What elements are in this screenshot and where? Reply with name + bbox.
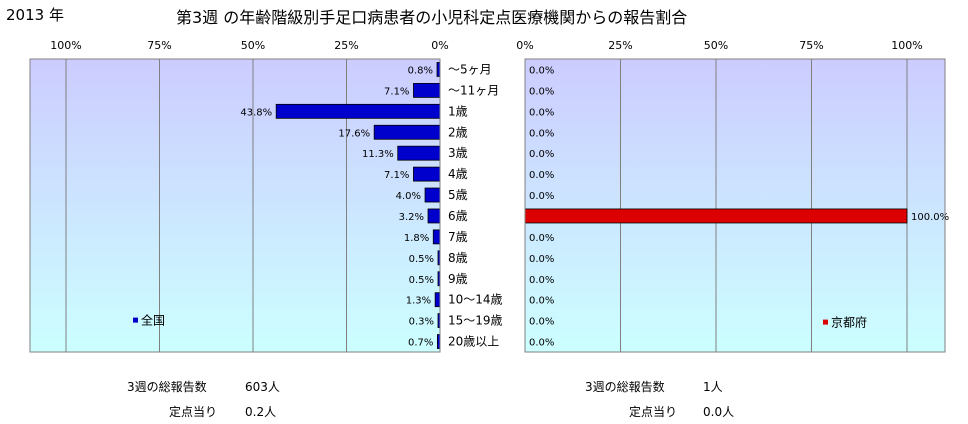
- national-bar: [413, 82, 441, 98]
- kyoto-per-label: 定点当り: [629, 405, 678, 419]
- national-data-label: 17.6%: [338, 128, 370, 139]
- category-label: 15～19歳: [448, 314, 503, 328]
- left-plot-area: [30, 59, 440, 352]
- kyoto-data-label: 0.0%: [529, 275, 554, 286]
- national-data-label: 1.3%: [406, 296, 431, 307]
- national-data-label: 4.0%: [396, 191, 421, 202]
- kyoto-data-label: 0.0%: [529, 149, 554, 160]
- national-total-label: 3週の総報告数: [127, 380, 207, 394]
- category-label: 10～14歳: [448, 293, 503, 307]
- national-data-label: 1.8%: [404, 233, 429, 244]
- kyoto-data-label: 0.0%: [529, 170, 554, 181]
- category-label: 3歳: [448, 146, 468, 160]
- kyoto-bar: [524, 208, 908, 224]
- category-label: ～5ヶ月: [448, 62, 492, 76]
- kyoto-data-label: 100.0%: [911, 212, 949, 223]
- kyoto-total-label: 3週の総報告数: [585, 380, 665, 394]
- kyoto-data-label: 0.0%: [529, 128, 554, 139]
- kyoto-data-label: 0.0%: [529, 86, 554, 97]
- national-legend-swatch: [133, 317, 138, 323]
- kyoto-per-value: 0.0人: [703, 405, 735, 419]
- national-data-label: 0.7%: [408, 338, 433, 349]
- category-label: 8歳: [448, 251, 468, 265]
- kyoto-data-label: 0.0%: [529, 317, 554, 328]
- national-bar: [397, 145, 441, 161]
- left-tick-label: 25%: [334, 39, 358, 52]
- category-label: 9歳: [448, 272, 468, 286]
- category-label: 6歳: [448, 209, 468, 223]
- chart-title: 第3週 の年齢階級別手足口病患者の小児科定点医療機関からの報告割合: [176, 8, 688, 27]
- national-data-label: 0.5%: [409, 254, 434, 265]
- category-label: 5歳: [448, 188, 468, 202]
- category-label: 7歳: [448, 230, 468, 244]
- national-bar: [427, 208, 441, 224]
- kyoto-data-label: 0.0%: [529, 191, 554, 202]
- national-bar: [275, 103, 441, 119]
- national-bar: [424, 187, 441, 203]
- left-tick-label: 100%: [50, 39, 81, 52]
- category-label: ～11ヶ月: [448, 83, 499, 97]
- national-data-label: 0.3%: [409, 317, 434, 328]
- kyoto-data-label: 0.0%: [529, 107, 554, 118]
- national-legend-label: 全国: [141, 313, 165, 328]
- national-per-value: 0.2人: [245, 405, 277, 419]
- right-tick-label: 75%: [799, 39, 823, 52]
- national-data-label: 0.8%: [408, 65, 433, 76]
- category-label: 4歳: [448, 167, 468, 181]
- right-tick-label: 50%: [704, 39, 728, 52]
- national-total-value: 603人: [245, 380, 280, 394]
- year-label: 2013 年: [6, 6, 64, 24]
- national-bar: [373, 124, 441, 140]
- left-tick-label: 75%: [147, 39, 171, 52]
- kyoto-legend-label: 京都府: [831, 315, 867, 330]
- kyoto-legend-swatch: [823, 319, 828, 325]
- left-tick-label: 50%: [241, 39, 265, 52]
- right-tick-label: 100%: [891, 39, 922, 52]
- national-data-label: 11.3%: [362, 149, 394, 160]
- category-label: 20歳以上: [448, 335, 499, 349]
- national-bar: [413, 166, 441, 182]
- national-data-label: 43.8%: [240, 107, 272, 118]
- right-tick-label: 25%: [608, 39, 632, 52]
- national-bar: [434, 292, 441, 308]
- kyoto-data-label: 0.0%: [529, 338, 554, 349]
- kyoto-data-label: 0.0%: [529, 296, 554, 307]
- left-tick-label: 0%: [431, 39, 448, 52]
- national-data-label: 7.1%: [384, 170, 409, 181]
- national-data-label: 7.1%: [384, 86, 409, 97]
- kyoto-total-value: 1人: [703, 380, 723, 394]
- kyoto-data-label: 0.0%: [529, 254, 554, 265]
- national-data-label: 3.2%: [399, 212, 424, 223]
- category-label: 1歳: [448, 104, 468, 118]
- national-data-label: 0.5%: [409, 275, 434, 286]
- national-per-label: 定点当り: [169, 405, 218, 419]
- kyoto-data-label: 0.0%: [529, 65, 554, 76]
- right-tick-label: 0%: [516, 39, 533, 52]
- kyoto-data-label: 0.0%: [529, 233, 554, 244]
- category-label: 2歳: [448, 125, 468, 139]
- right-plot-area: [525, 59, 945, 352]
- national-bar: [432, 229, 441, 245]
